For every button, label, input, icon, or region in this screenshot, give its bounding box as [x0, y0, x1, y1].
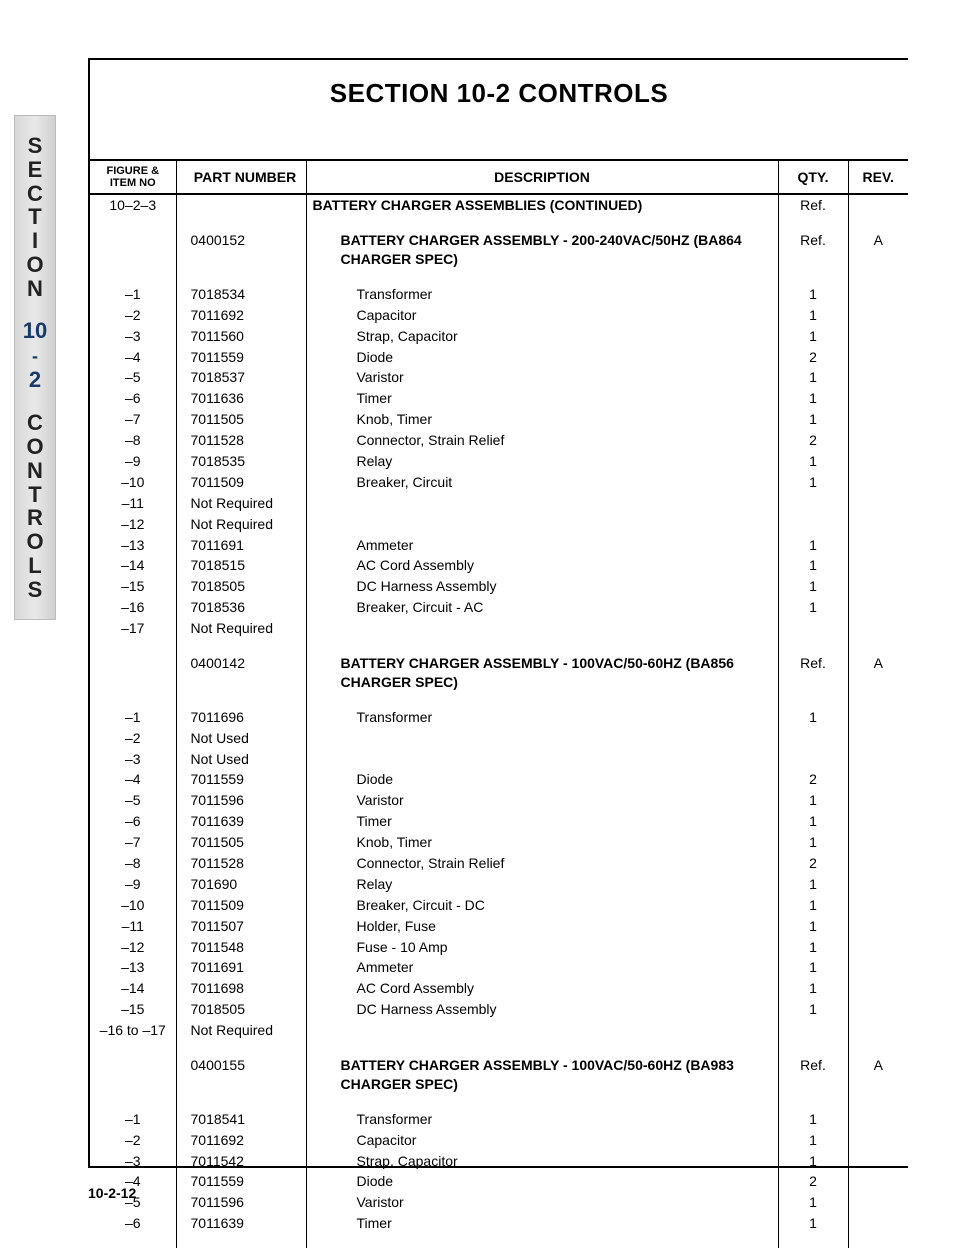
table-row: –3Not Used — [90, 749, 908, 770]
table-row: –37011542Strap, Capacitor1 — [90, 1151, 908, 1172]
table-row: –27011692Capacitor1 — [90, 305, 908, 326]
table-row: 0400152BATTERY CHARGER ASSEMBLY - 200-24… — [90, 230, 908, 270]
table-row: –167018536Breaker, Circuit - AC1 — [90, 597, 908, 618]
table-row: –77011505Knob, Timer1 — [90, 832, 908, 853]
table-row: –107011509Breaker, Circuit - DC1 — [90, 895, 908, 916]
parts-table: FIGURE & ITEM NO PART NUMBER DESCRIPTION… — [90, 159, 908, 1248]
header-item: FIGURE & ITEM NO — [90, 160, 176, 194]
table-row: –27011692Capacitor1 — [90, 1130, 908, 1151]
table-row: –137011691Ammeter1 — [90, 957, 908, 978]
table-row: –17018541Transformer1 — [90, 1109, 908, 1130]
table-row: –127011548Fuse - 10 Amp1 — [90, 937, 908, 958]
table-row: 0400142BATTERY CHARGER ASSEMBLY - 100VAC… — [90, 653, 908, 693]
table-row: –17011696Transformer1 — [90, 707, 908, 728]
table-row: –47011559Diode2 — [90, 1171, 908, 1192]
table-row: –147011698AC Cord Assembly1 — [90, 978, 908, 999]
table-row: –57011596Varistor1 — [90, 790, 908, 811]
header-rev: REV. — [848, 160, 908, 194]
table-row: –17018534Transformer1 — [90, 284, 908, 305]
table-row: –77011505Knob, Timer1 — [90, 409, 908, 430]
table-row: –157018505DC Harness Assembly1 — [90, 576, 908, 597]
table-row: –157018505DC Harness Assembly1 — [90, 999, 908, 1020]
table-row: –67011636Timer1 — [90, 388, 908, 409]
table-row: 10–2–3BATTERY CHARGER ASSEMBLIES (CONTIN… — [90, 194, 908, 216]
side-tab: SECTION10-2CONTROLS — [14, 115, 56, 620]
table-row: –67011639Timer1 — [90, 811, 908, 832]
table-row: –87011528Connector, Strain Relief2 — [90, 853, 908, 874]
header-part: PART NUMBER — [176, 160, 306, 194]
table-row: –97018535Relay1 — [90, 451, 908, 472]
table-row: –47011559Diode2 — [90, 769, 908, 790]
table-row: –117011507Holder, Fuse1 — [90, 916, 908, 937]
table-row: –47011559Diode2 — [90, 347, 908, 368]
page-number: 10-2-12 — [88, 1185, 136, 1201]
page-title: SECTION 10-2 CONTROLS — [90, 78, 908, 109]
table-row: –107011509Breaker, Circuit1 — [90, 472, 908, 493]
table-row: –147018515AC Cord Assembly1 — [90, 555, 908, 576]
table-row: –37011560Strap, Capacitor1 — [90, 326, 908, 347]
table-row: –17Not Required — [90, 618, 908, 639]
table-row: –57011596Varistor1 — [90, 1192, 908, 1213]
header-qty: QTY. — [778, 160, 848, 194]
table-row: –87011528Connector, Strain Relief2 — [90, 430, 908, 451]
table-row: –137011691Ammeter1 — [90, 535, 908, 556]
table-row: –11Not Required — [90, 493, 908, 514]
header-desc: DESCRIPTION — [306, 160, 778, 194]
table-row: –67011639Timer1 — [90, 1213, 908, 1234]
table-row: –12Not Required — [90, 514, 908, 535]
table-header-row: FIGURE & ITEM NO PART NUMBER DESCRIPTION… — [90, 160, 908, 194]
table-row: –57018537Varistor1 — [90, 367, 908, 388]
table-row: 0400155BATTERY CHARGER ASSEMBLY - 100VAC… — [90, 1055, 908, 1095]
table-row: –16 to –17Not Required — [90, 1020, 908, 1041]
table-row: –9701690Relay1 — [90, 874, 908, 895]
page-frame: SECTION 10-2 CONTROLS FIGURE & ITEM NO P… — [88, 58, 908, 1168]
table-row: –2Not Used — [90, 728, 908, 749]
